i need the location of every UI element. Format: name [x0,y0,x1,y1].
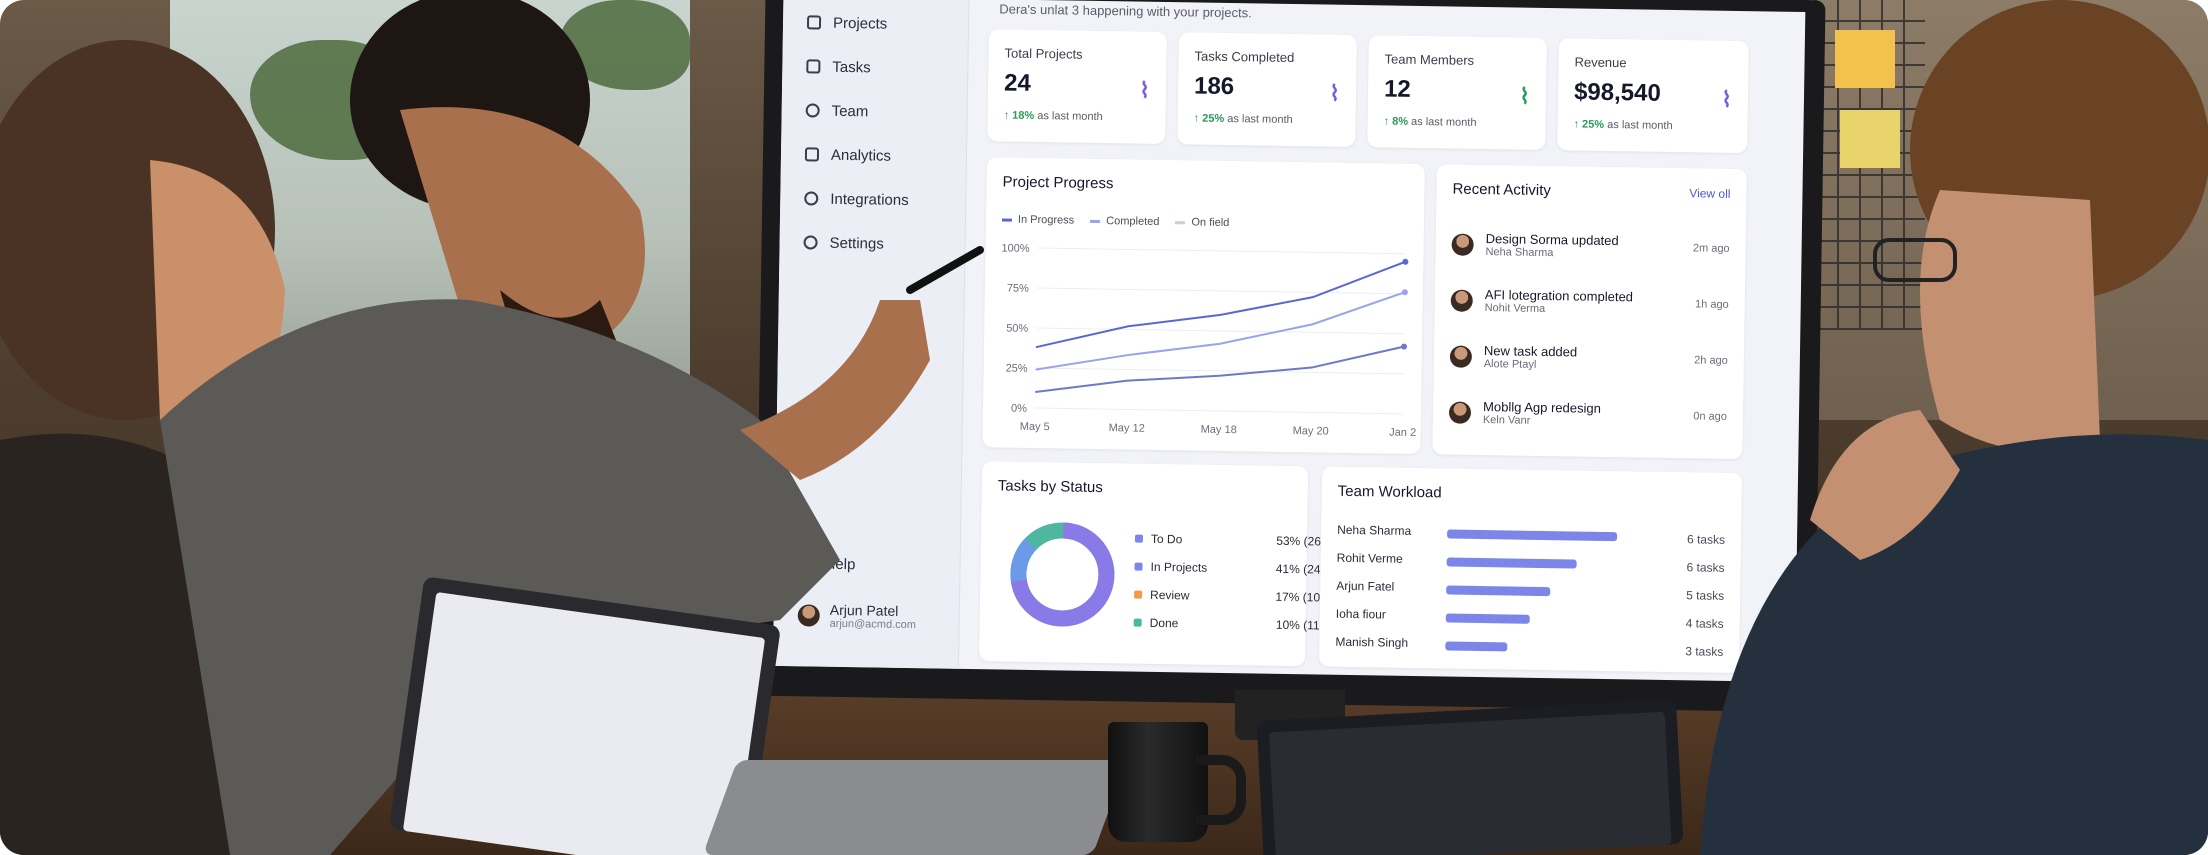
x-tick-label: May 18 [1201,424,1237,437]
y-tick-label: 100% [1001,242,1030,254]
presenter-hand [740,300,930,480]
status-donut-chart [1010,522,1115,627]
series-endpoint [1401,343,1408,350]
sticky-note [1840,110,1900,168]
laptop-right [1256,699,1684,855]
gridline [1036,287,1405,295]
donut-segment [1010,522,1115,627]
sticky-note [1835,30,1895,88]
series-line [1035,345,1405,393]
gridline [1037,247,1406,255]
x-tick-label: Jan 2 [1389,427,1416,439]
gridline [1035,367,1404,375]
series-line [1035,291,1406,371]
man-sweater [1700,434,2208,855]
progress-line-chart: 100% 75% 50% 25% 0% May 5 May 12 May 18 May 20 Ja… [1001,242,1416,439]
x-tick-label: May 12 [1109,422,1145,435]
coffee-mug [1108,722,1208,842]
presenter-face [400,107,645,341]
series-endpoint [1401,289,1408,296]
presenter-sweater [160,299,840,855]
x-tick-label: May 20 [1293,425,1329,438]
y-tick-label: 50% [1006,323,1028,335]
project-progress-card: Project Progress In Progress Completed O… [982,157,1425,455]
y-tick-label: 75% [1007,283,1029,295]
donut-segment [1010,522,1115,627]
y-tick-label: 25% [1006,363,1028,375]
man-face [1920,190,2100,452]
gridline [1035,407,1403,415]
laptop-closed [702,760,1128,855]
y-tick-label: 0% [1011,403,1027,415]
series-line [1035,260,1406,349]
monitor: Projects Tasks Team Analytics Integratio… [754,0,1826,713]
eyeglasses [1873,238,1957,282]
dashboard-screen: Projects Tasks Team Analytics Integratio… [772,0,1806,682]
man-hand [1810,410,1960,560]
x-tick-label: May 5 [1020,421,1050,433]
series-endpoint [1402,258,1409,265]
mug-handle [1196,755,1246,825]
tasks-by-status-card: Tasks by Status To Do 53% (26) In Project… [979,461,1325,667]
stylus-pen [906,246,984,294]
laptop-left-screen [402,592,766,855]
laptop-right-screen [1269,711,1672,855]
gridline [1036,327,1405,335]
